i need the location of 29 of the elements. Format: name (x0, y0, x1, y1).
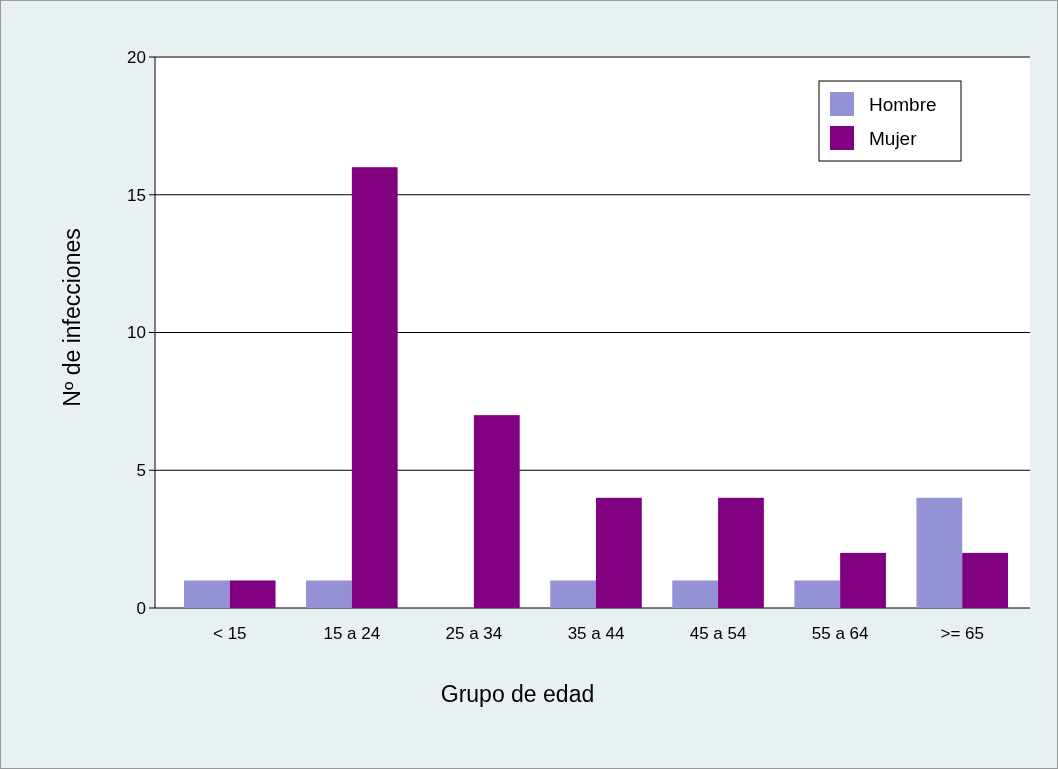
bar (840, 552, 886, 608)
bar (962, 552, 1008, 608)
legend-label: Hombre (869, 93, 937, 115)
x-tick-label: 55 a 64 (811, 624, 869, 643)
x-tick-label: 15 a 24 (323, 624, 381, 643)
x-tick-label: 35 a 44 (567, 624, 625, 643)
bar (794, 580, 841, 608)
y-tick-label: 20 (127, 47, 146, 67)
bar (306, 580, 352, 608)
y-tick-label: 5 (136, 461, 146, 481)
x-axis-title: Grupo de edad (440, 681, 595, 707)
x-tick-label: 25 a 34 (445, 624, 503, 643)
bar (550, 580, 596, 608)
x-tick-label: < 15 (213, 624, 247, 643)
y-tick-label: 0 (136, 598, 146, 618)
bar (351, 167, 398, 608)
y-tick-label: 10 (127, 323, 146, 343)
bar (473, 415, 520, 608)
x-tick-label: >= 65 (940, 624, 984, 643)
bar (672, 580, 719, 608)
legend-label: Mujer (869, 127, 918, 149)
bar (916, 497, 963, 608)
bar (229, 580, 276, 608)
y-axis-title: Nº de infecciones (59, 228, 85, 407)
bar (184, 580, 230, 608)
bar (596, 497, 642, 608)
x-tick-label: 45 a 54 (689, 624, 747, 643)
y-tick-label: 15 (127, 185, 146, 205)
bar (718, 497, 764, 608)
